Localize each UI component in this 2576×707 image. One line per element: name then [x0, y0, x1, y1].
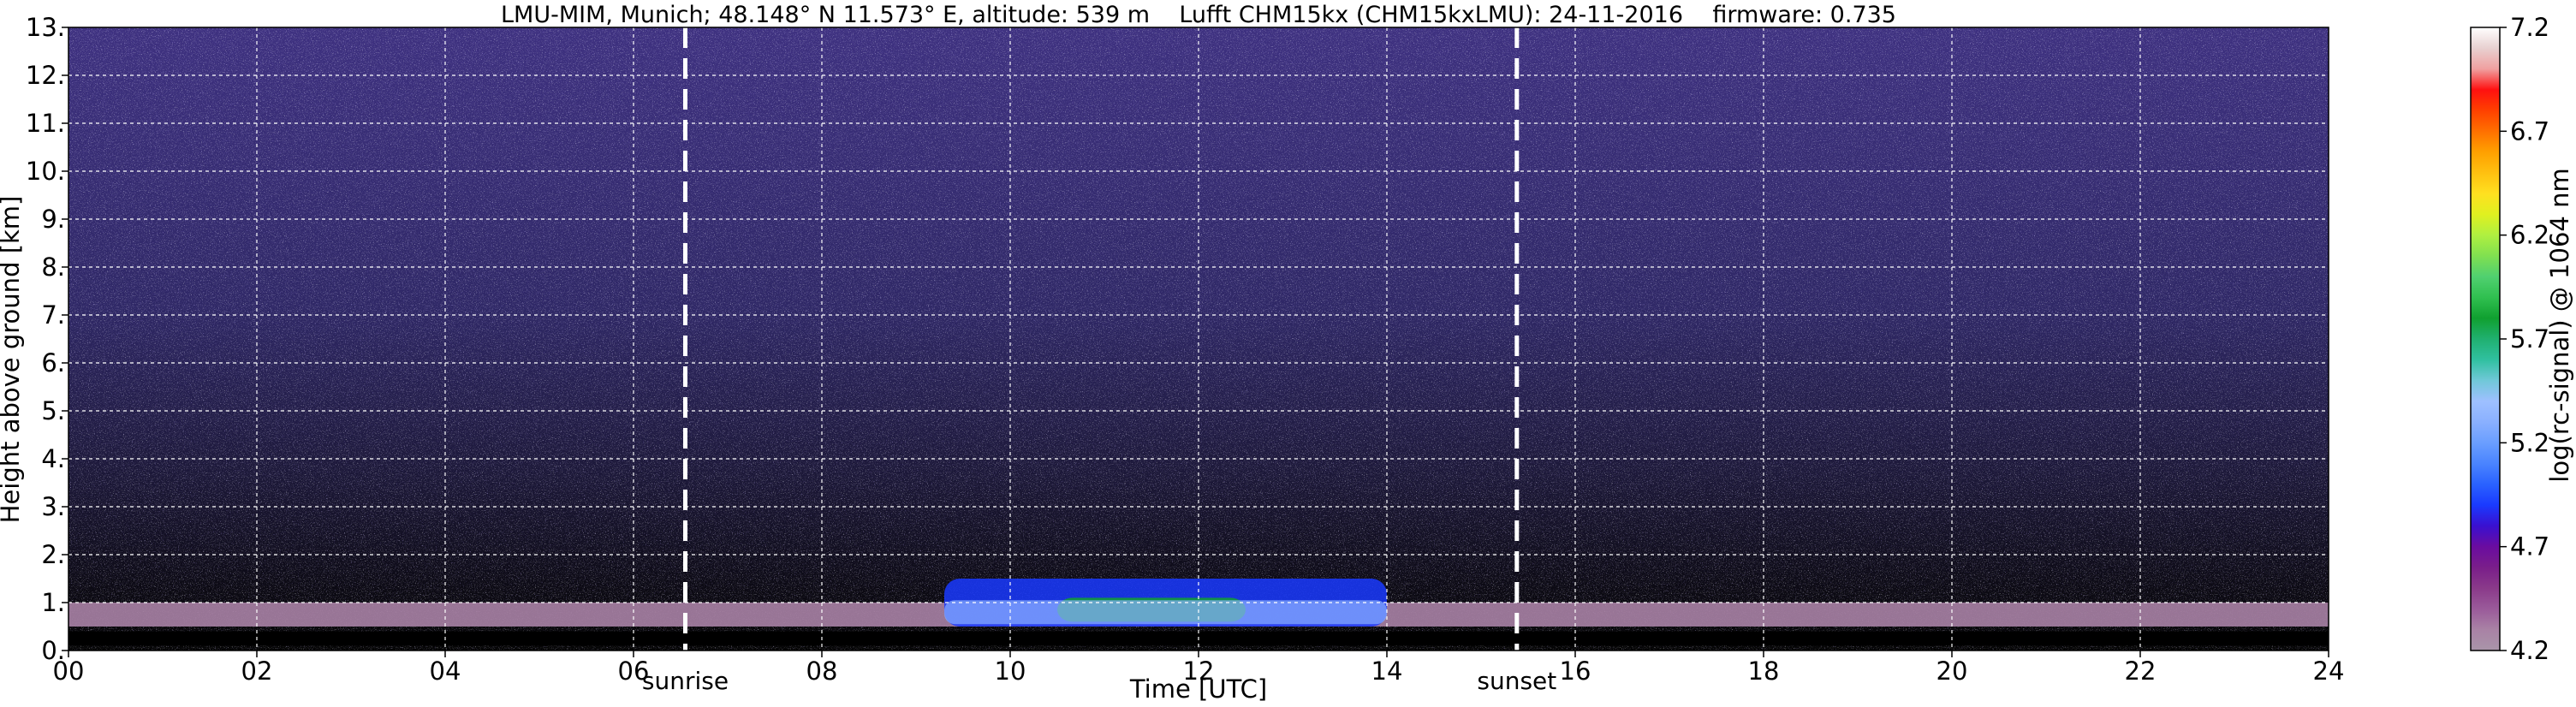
x-tick-label: 06: [618, 656, 650, 686]
x-tick-label: 20: [1936, 656, 1968, 686]
y-tick-label: 12.: [26, 61, 65, 90]
colorbar-tick-label: 5.2: [2510, 428, 2549, 457]
colorbar-tick-label: 6.7: [2510, 116, 2549, 146]
y-tick-label: 2.: [41, 540, 65, 569]
y-tick-label: 1.: [41, 588, 65, 617]
x-tick-label: 00: [53, 656, 85, 686]
y-tick-label: 11.: [26, 109, 65, 138]
y-tick-label: 4.: [41, 444, 65, 473]
marker-label-sunset: sunset: [1477, 667, 1556, 695]
marker-lines: [683, 27, 1520, 651]
x-tick-label: 22: [2125, 656, 2157, 686]
x-axis-ticks: 00 02 04 06 08 10 12 14 16 18 20 22 24: [53, 651, 2345, 686]
x-tick-label: 14: [1371, 656, 1403, 686]
x-tick-label: 08: [806, 656, 838, 686]
x-tick-label: 18: [1748, 656, 1780, 686]
colorbar-tick-label: 6.2: [2510, 221, 2549, 250]
y-tick-label: 10.: [26, 157, 65, 186]
x-tick-label: 10: [995, 656, 1026, 686]
y-tick-label: 9.: [41, 205, 65, 234]
colorbar-tick-label: 7.2: [2510, 13, 2549, 42]
y-axis-ticks: 0. 1. 2. 3. 4. 5. 6. 7. 8. 9. 10. 11. 12. 13.: [26, 13, 68, 665]
plot-area: [68, 27, 2329, 651]
y-axis-label: Height above ground [km]: [0, 196, 25, 524]
colorbar-tick-label: 4.2: [2510, 636, 2549, 665]
x-axis-label: Time [UTC]: [1129, 674, 1267, 704]
x-tick-label: 24: [2313, 656, 2345, 686]
y-tick-label: 7.: [41, 300, 65, 330]
y-tick-label: 6.: [41, 348, 65, 377]
chart-title: LMU-MIM, Munich; 48.148° N 11.573° E, al…: [501, 2, 1896, 28]
y-tick-label: 13.: [26, 13, 65, 42]
colorbar-scale: [2470, 27, 2501, 651]
y-tick-label: 5.: [41, 396, 65, 425]
y-tick-label: 0.: [41, 636, 65, 665]
x-tick-label: 12: [1183, 656, 1215, 686]
colorbar-tick-label: 4.7: [2510, 532, 2549, 561]
colorbar-label: log(rc-signal) @ 1064 nm: [2545, 168, 2574, 482]
y-tick-label: 8.: [41, 253, 65, 282]
x-tick-label: 04: [430, 656, 461, 686]
colorbar: 4.2 4.7 5.2 5.7 6.2 6.7 7.2 log(rc-signal) @ 1…: [2470, 13, 2574, 665]
marker-label-sunrise: sunrise: [642, 667, 729, 695]
x-tick-label: 16: [1560, 656, 1591, 686]
backscatter-core: [944, 600, 1387, 625]
y-tick-label: 3.: [41, 492, 65, 521]
marker-labels: sunrise sunset: [642, 667, 1556, 695]
x-tick-label: 02: [241, 656, 273, 686]
grid-lines: [68, 27, 2329, 651]
colorbar-tick-label: 5.7: [2510, 324, 2549, 354]
colorbar-ticks: 4.2 4.7 5.2 5.7 6.2 6.7 7.2: [2500, 13, 2549, 665]
